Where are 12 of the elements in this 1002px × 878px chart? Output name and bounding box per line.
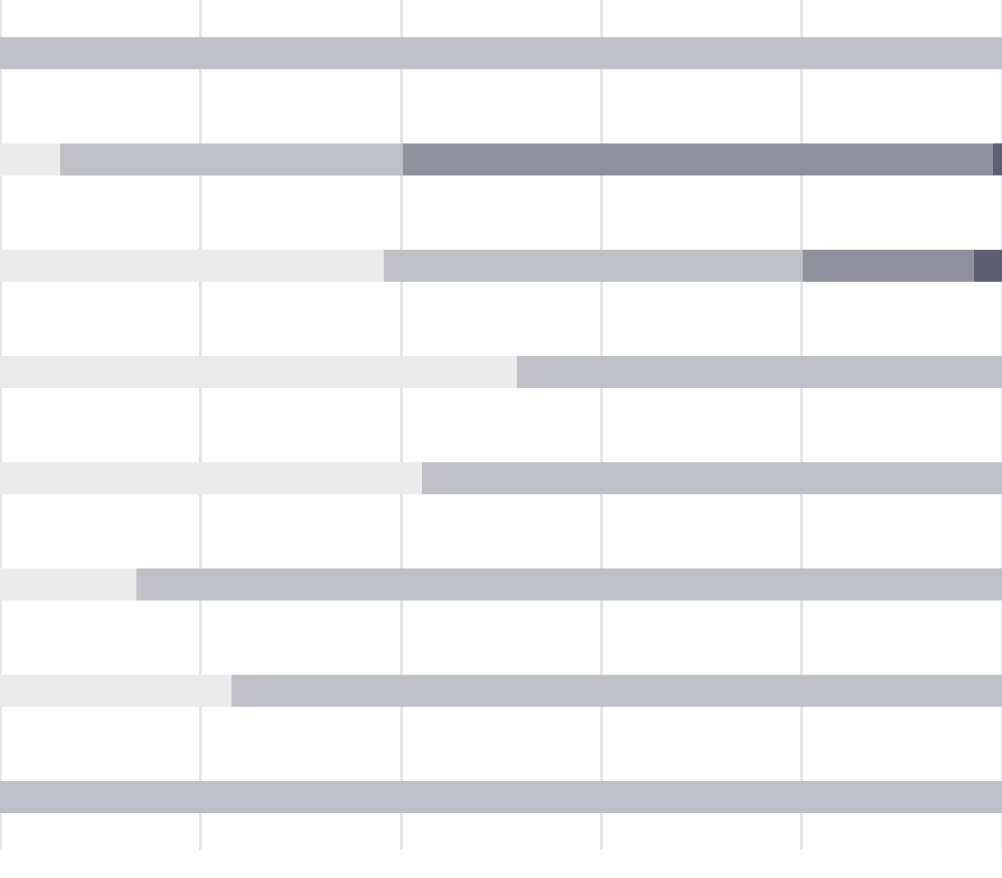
bar [231,674,1002,707]
bar [973,249,1002,282]
bar [517,355,1002,388]
bar [992,143,1002,176]
bar [802,249,974,282]
bar [0,37,1002,70]
bar [383,249,803,282]
bar [136,568,1002,601]
bar [402,143,993,176]
bar [0,780,1002,813]
bar [421,462,1002,495]
bar [60,143,403,176]
